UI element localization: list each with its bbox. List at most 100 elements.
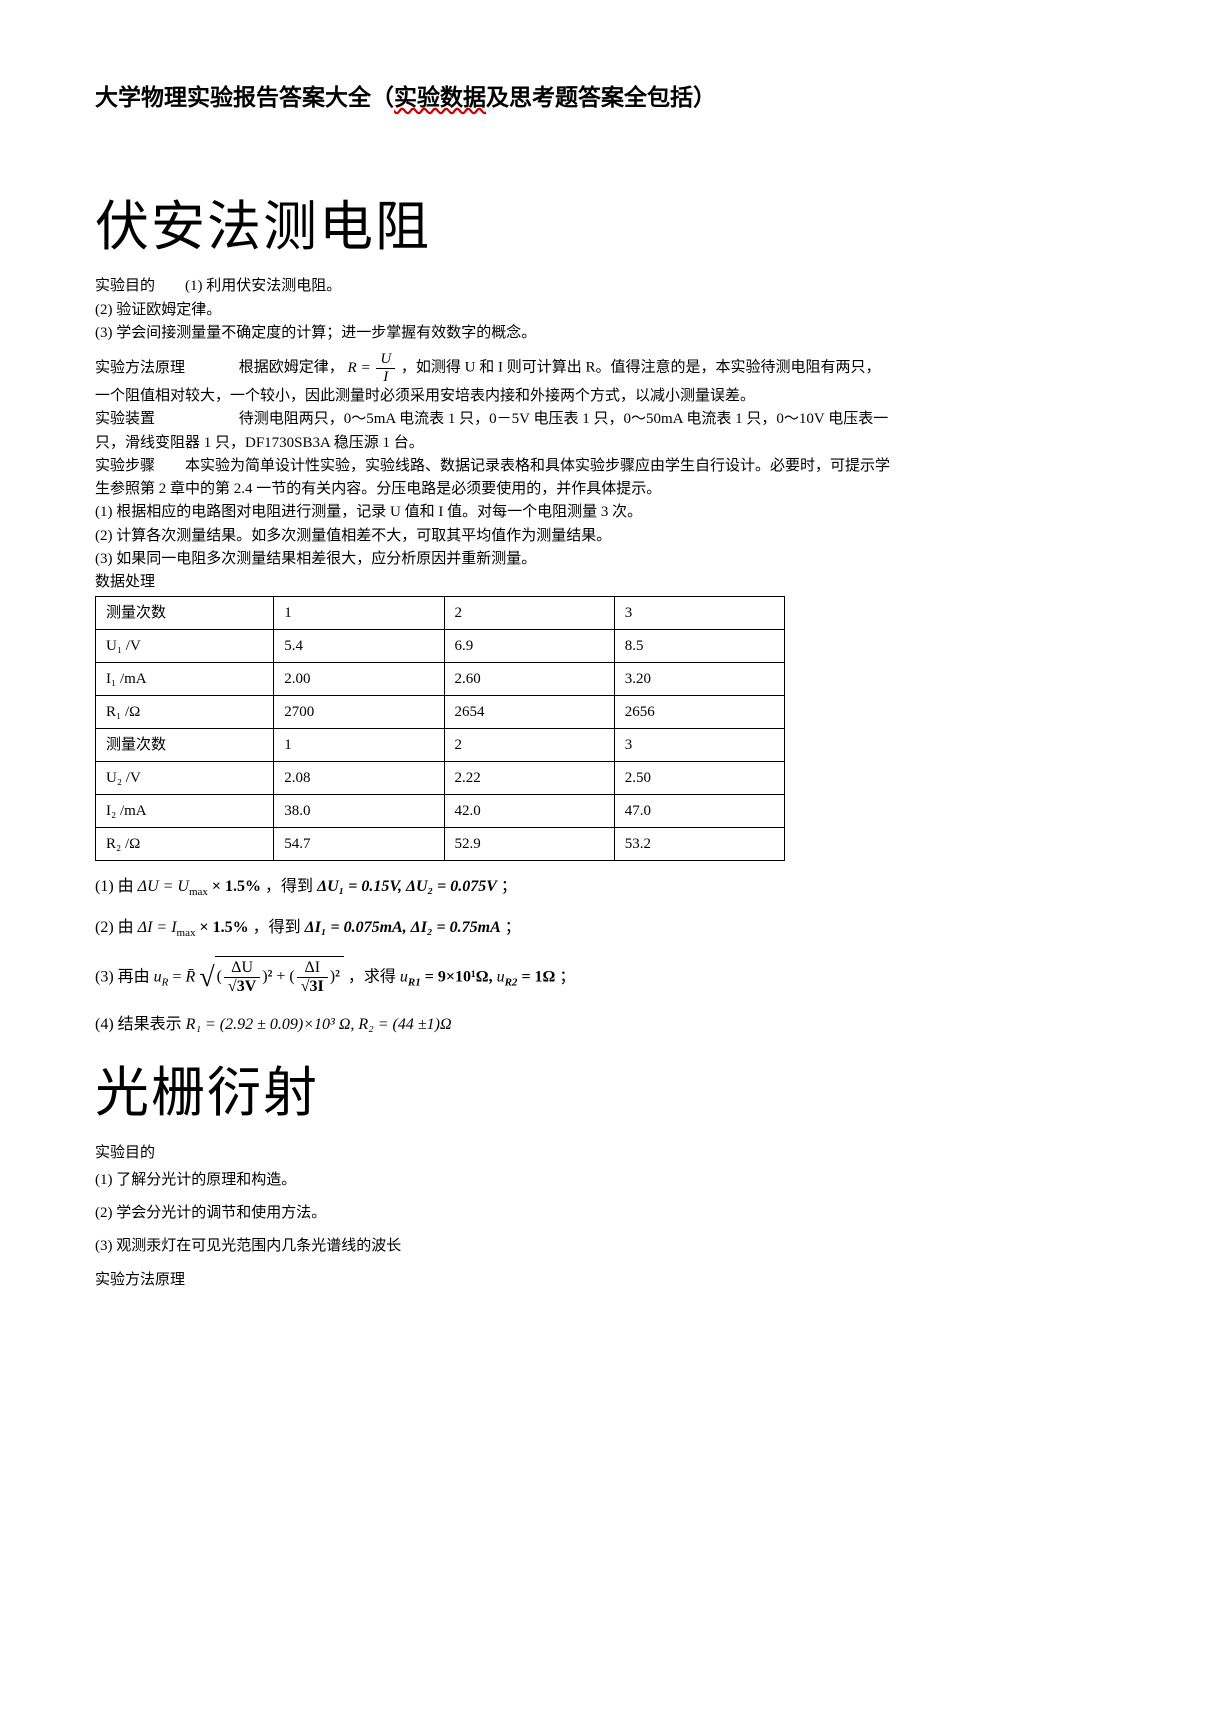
method-line-2: 一个阻值相对较大，一个较小，因此测量时必须采用安培表内接和外接两个方式，以减小测… (95, 385, 1119, 408)
device-text-2: 只，滑线变阻器 1 只，DF1730SB3A 稳压源 1 台。 (95, 432, 1119, 455)
table-cell: R₂ /Ω (96, 828, 274, 861)
table-cell: 5.4 (274, 630, 444, 663)
sec2-item-3: (3) 观测汞灯在可见光范围内几条光谱线的波长 (95, 1235, 1119, 1258)
table-cell: 54.7 (274, 828, 444, 861)
table-cell: 3.20 (614, 663, 784, 696)
steps-text-1: 本实验为简单设计性实验，实验线路、数据记录表格和具体实验步骤应由学生自行设计。必… (185, 458, 890, 474)
eq4-text: R₁ = (2.92 ± 0.09)×10³ Ω, R₂ = (44 ±1)Ω (186, 1016, 452, 1033)
table-cell: 2.60 (444, 663, 614, 696)
eq3-sq2: ² (335, 968, 340, 985)
eq3-r1sub: R1 (408, 976, 421, 988)
device-label: 实验装置 (95, 408, 235, 431)
eq3-sqrt: √ (ΔU√3V)² + (ΔI√3I)² (199, 956, 344, 999)
table-row: U₁ /V5.46.98.5 (96, 630, 785, 663)
eq4-prefix: (4) 结果表示 (95, 1016, 186, 1033)
purpose-item-3: (3) 学会间接测量量不确定度的计算；进一步掌握有效数字的概念。 (95, 322, 1119, 345)
table-cell: I₁ /mA (96, 663, 274, 696)
title-suffix: 及思考题答案全包括） (486, 84, 716, 110)
table-cell: 2700 (274, 696, 444, 729)
eq1-f1b: × 1.5% (208, 878, 261, 895)
eq3-sq1: ² (268, 968, 273, 985)
eq3-suffix: ； (559, 968, 575, 985)
purpose-label: 实验目的 (95, 275, 185, 298)
table-row: R₂ /Ω54.752.953.2 (96, 828, 785, 861)
table-cell: 1 (274, 597, 444, 630)
eq3-num1: ΔU (224, 959, 260, 978)
table-cell: U₁ /V (96, 630, 274, 663)
table-cell: 2.22 (444, 762, 614, 795)
steps-item-1: (1) 根据相应的电路图对电阻进行测量，记录 U 值和 I 值。对每一个电阻测量… (95, 501, 1119, 524)
method-text-after: ，如测得 U 和 I 则可计算出 R。值得注意的是，本实验待测电阻有两只， (401, 360, 881, 376)
title-prefix: 大学物理实验报告答案大全（ (95, 84, 394, 110)
table-cell: 3 (614, 729, 784, 762)
table-row: I₁ /mA2.002.603.20 (96, 663, 785, 696)
section-heading-2: 光栅衍射 (95, 1052, 1119, 1136)
table-cell: 2 (444, 597, 614, 630)
table-cell: 2656 (614, 696, 784, 729)
eq2-f1sub: max (177, 927, 196, 939)
table-cell: 1 (274, 729, 444, 762)
table-cell: 2 (444, 729, 614, 762)
steps-item-2: (2) 计算各次测量结果。如多次测量值相差不大，可取其平均值作为测量结果。 (95, 525, 1119, 548)
data-label: 数据处理 (95, 571, 1119, 594)
equation-3: (3) 再由 uR = R̄ √ (ΔU√3V)² + (ΔI√3I)² ，求得… (95, 956, 1119, 999)
table-cell: 测量次数 (96, 729, 274, 762)
eq3-r2: u (497, 968, 505, 985)
steps-line: 实验步骤本实验为简单设计性实验，实验线路、数据记录表格和具体实验步骤应由学生自行… (95, 455, 1119, 478)
device-text-1: 待测电阻两只，0～5mA 电流表 1 只，0－5V 电压表 1 只，0～50mA… (239, 411, 888, 427)
eq3-r2v: = 1Ω (517, 968, 555, 985)
ohm-formula: R = UI (348, 360, 401, 376)
eq3-uRsub: R (162, 976, 169, 988)
sec2-purpose-list: (1) 了解分光计的原理和构造。 (2) 学会分光计的调节和使用方法。 (3) … (95, 1169, 1119, 1259)
table-cell: U₂ /V (96, 762, 274, 795)
table-cell: 8.5 (614, 630, 784, 663)
eq2-f1: ΔI = I (138, 919, 177, 936)
formula-U: U (376, 351, 395, 369)
eq3-r1: u (400, 968, 408, 985)
method-label: 实验方法原理 (95, 357, 235, 380)
formula-R: R (348, 360, 357, 376)
eq2-r1: ΔI₁ = 0.075mA, ΔI₂ = 0.75mA (305, 919, 501, 936)
eq1-r1: ΔU₁ = 0.15V, ΔU₂ = 0.075V (317, 878, 497, 895)
table-row: 测量次数123 (96, 597, 785, 630)
table-cell: 测量次数 (96, 597, 274, 630)
eq3-Rbar: R̄ (185, 968, 195, 985)
document-title: 大学物理实验报告答案大全（实验数据及思考题答案全包括） (95, 80, 1119, 116)
equation-4: (4) 结果表示 R₁ = (2.92 ± 0.09)×10³ Ω, R₂ = … (95, 1013, 1119, 1038)
eq3-den2: √3I (297, 978, 328, 996)
table-cell: 52.9 (444, 828, 614, 861)
table-cell: I₂ /mA (96, 795, 274, 828)
eq1-f1sub: max (189, 887, 208, 899)
method-text-before: 根据欧姆定律， (239, 360, 344, 376)
sec2-item-1: (1) 了解分光计的原理和构造。 (95, 1169, 1119, 1192)
table-cell: 42.0 (444, 795, 614, 828)
eq1-prefix: (1) 由 (95, 878, 134, 895)
table-row: R₁ /Ω270026542656 (96, 696, 785, 729)
eq2-mid: ，得到 (253, 919, 301, 936)
eq3-prefix: (3) 再由 (95, 968, 150, 985)
data-table: 测量次数123U₁ /V5.46.98.5I₁ /mA2.002.603.20R… (95, 596, 785, 861)
eq3-r1v: = 9×10¹Ω, (421, 968, 497, 985)
table-cell: 2654 (444, 696, 614, 729)
purpose-item-2: (2) 验证欧姆定律。 (95, 299, 1119, 322)
eq1-f1: ΔU = U (138, 878, 189, 895)
equation-1: (1) 由 ΔU = Umax × 1.5% ，得到 ΔU₁ = 0.15V, … (95, 875, 1119, 901)
eq3-mid: ，求得 (348, 968, 396, 985)
title-underlined: 实验数据 (394, 84, 486, 110)
table-cell: 47.0 (614, 795, 784, 828)
table-cell: 6.9 (444, 630, 614, 663)
eq3-num2: ΔI (297, 959, 328, 978)
sec2-method-label: 实验方法原理 (95, 1269, 1119, 1292)
purpose-line: 实验目的(1) 利用伏安法测电阻。 (95, 275, 1119, 298)
table-row: 测量次数123 (96, 729, 785, 762)
section-heading-1: 伏安法测电阻 (95, 186, 1119, 270)
eq2-suffix: ； (505, 919, 521, 936)
steps-text-2: 生参照第 2 章中的第 2.4 一节的有关内容。分压电路是必须要使用的，并作具体… (95, 478, 1119, 501)
steps-label: 实验步骤 (95, 455, 185, 478)
method-line: 实验方法原理 根据欧姆定律， R = UI ，如测得 U 和 I 则可计算出 R… (95, 351, 1119, 385)
eq2-prefix: (2) 由 (95, 919, 134, 936)
table-cell: 2.00 (274, 663, 444, 696)
eq1-suffix: ； (501, 878, 517, 895)
device-line: 实验装置 待测电阻两只，0～5mA 电流表 1 只，0－5V 电压表 1 只，0… (95, 408, 1119, 431)
table-row: U₂ /V2.082.222.50 (96, 762, 785, 795)
